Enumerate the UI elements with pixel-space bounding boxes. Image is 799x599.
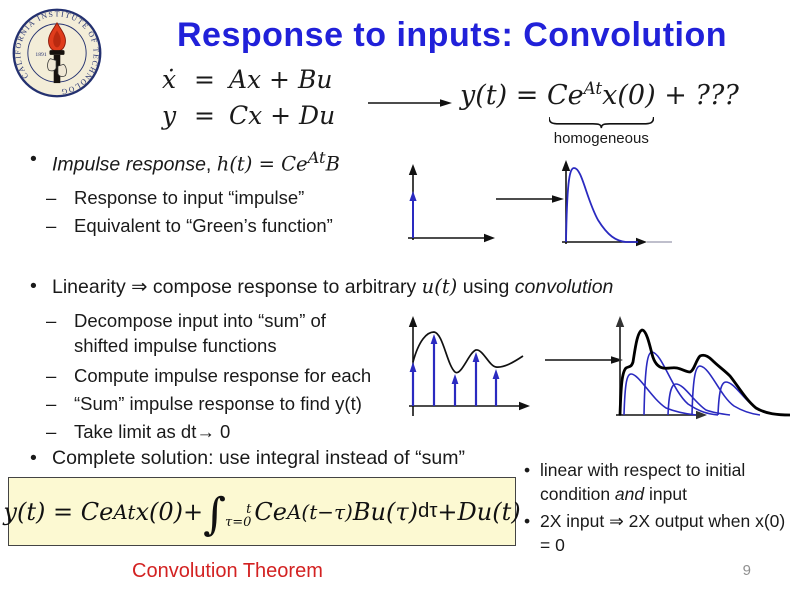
complete-solution-bullet: • Complete solution: use integral instea…	[30, 447, 550, 470]
page-number: 9	[742, 562, 751, 579]
convolution-formula-box: y(t) = Ce At x(0)+ ∫ t τ=0 Ce A(t−τ) Bu(τ) dτ +Du(…	[3, 477, 521, 546]
convolution-step-text: “Sum” impulse response to find y(t)	[74, 393, 362, 414]
linearity-em: convolution	[514, 276, 614, 298]
formula-exp2: A(t−τ)	[286, 499, 353, 524]
dash-marker: –	[46, 215, 57, 236]
dash-marker: –	[46, 393, 57, 414]
flow-arrow-icon	[545, 356, 623, 364]
formula-dtau: dτ	[417, 500, 438, 522]
impulse-bullet-exp: At	[307, 148, 326, 167]
note-text: x(0) = 0	[540, 511, 786, 555]
solution-equation: y(t) = CeAtx(0) homogeneous + ???	[460, 78, 739, 147]
state-equations: ẋ = Ax + Bu y = Cx + Du	[158, 62, 335, 134]
flow-arrow-icon	[496, 195, 564, 203]
solution-eq-post: + ???	[655, 80, 739, 111]
impulse-input-diagram	[408, 164, 495, 243]
solution-eq-base: Ce	[546, 80, 584, 111]
underbrace-icon	[549, 117, 654, 129]
seal-year: 1891	[35, 52, 46, 58]
equals-sign: =	[194, 65, 215, 94]
formula-p1: y(t) = Ce	[3, 497, 114, 526]
convolution-step-1: – Decompose input into “sum” of shifted …	[46, 308, 376, 358]
formula-p4: Bu(τ)	[352, 497, 418, 526]
flow-arrow-icon	[368, 99, 452, 107]
convolution-step-4: – Take limit as dt→ 0	[46, 419, 406, 444]
linearity-bullet: • Linearity ⇒ compose response to arbitr…	[30, 275, 670, 299]
bullet-marker: •	[524, 460, 531, 480]
solution-eq-pre: y(t) =	[460, 80, 547, 111]
impulse-subitem-text: Equivalent to “Green’s function”	[74, 215, 333, 236]
state-eq-rhs: Cx + Du	[228, 101, 336, 130]
formula-p6: +Du(t)	[437, 497, 521, 526]
linearity-text: Linearity ⇒ compose response to arbitrar…	[52, 276, 422, 298]
caltech-seal-logo: CALIFORNIA INSTITUTE OF TECHNOLOGY 1891	[10, 6, 102, 98]
solution-eq-exp: At	[583, 78, 603, 98]
homogeneous-term: CeAtx(0) homogeneous	[546, 78, 656, 147]
impulse-response-diagram	[561, 160, 672, 247]
note-text: input	[644, 484, 687, 504]
complete-solution-text: Complete solution: use integral instead …	[52, 447, 465, 469]
impulse-response-bullet: • Impulse response, h(t) = CeAtB	[30, 148, 340, 177]
bullet-marker: •	[524, 511, 531, 531]
bullet-marker: •	[30, 447, 37, 469]
solution-eq-tail: x(0)	[602, 80, 656, 111]
bullet-marker: •	[30, 275, 37, 297]
state-eq-rhs: Ax + Bu	[228, 65, 333, 94]
note-text: linear with respect to initial condition	[540, 460, 746, 504]
footer-label: Convolution Theorem	[132, 560, 323, 582]
impulse-bullet-tail: B	[325, 152, 340, 176]
impulse-subitem-1: – Response to input “impulse”	[46, 185, 304, 210]
integral-lower: τ=0	[225, 514, 252, 530]
slide-title: Response to inputs: Convolution	[176, 16, 728, 54]
homogeneous-label: homogeneous	[553, 130, 649, 147]
dash-marker: –	[46, 187, 57, 208]
convolution-step-3: – “Sum” impulse response to find y(t)	[46, 391, 406, 416]
formula-p3: Ce	[254, 497, 287, 526]
convolution-step-text: Take limit as dt→ 0	[74, 421, 231, 442]
dash-marker: –	[46, 421, 57, 442]
convolution-step-text: Decompose input into “sum” of shifted im…	[74, 310, 326, 356]
bullet-marker: •	[30, 148, 37, 170]
impulse-bullet-sep: ,	[205, 153, 217, 176]
formula-p2: x(0)+	[135, 497, 204, 526]
impulse-bullet-em: Impulse response	[52, 153, 206, 176]
torch-icon	[47, 22, 67, 84]
dash-marker: –	[46, 365, 57, 386]
integral-upper: t	[246, 501, 252, 517]
integral-limits: t τ=0	[225, 503, 251, 529]
equals-sign: =	[194, 101, 215, 130]
convolution-step-text: Compute impulse response for each	[74, 365, 372, 386]
dash-marker: –	[46, 310, 57, 331]
note-text: 2X input ⇒ 2X output when	[540, 511, 756, 531]
formula-exp1: At	[113, 499, 136, 524]
note-item-1: • linear with respect to initial conditi…	[524, 458, 790, 506]
linearity-mid: using	[457, 276, 515, 298]
state-equation-x: ẋ = Ax + Bu	[158, 62, 335, 98]
state-eq-lhs: y	[161, 101, 177, 130]
convolution-step-2: – Compute impulse response for each	[46, 363, 406, 388]
impulse-subitem-2: – Equivalent to “Green’s function”	[46, 213, 333, 238]
note-item-2: • 2X input ⇒ 2X output when x(0) = 0	[524, 509, 790, 557]
input-decomposition-diagram	[408, 316, 530, 416]
notes-list: • linear with respect to initial conditi…	[524, 458, 790, 560]
note-em: and	[614, 484, 645, 504]
response-sum-diagram	[615, 316, 791, 420]
linearity-math: u(t)	[421, 275, 458, 298]
impulse-subitem-text: Response to input “impulse”	[74, 187, 305, 208]
state-eq-lhs: ẋ	[161, 65, 177, 94]
impulse-bullet-math: h(t) = Ce	[216, 152, 308, 176]
state-equation-y: y = Cx + Du	[158, 98, 335, 134]
